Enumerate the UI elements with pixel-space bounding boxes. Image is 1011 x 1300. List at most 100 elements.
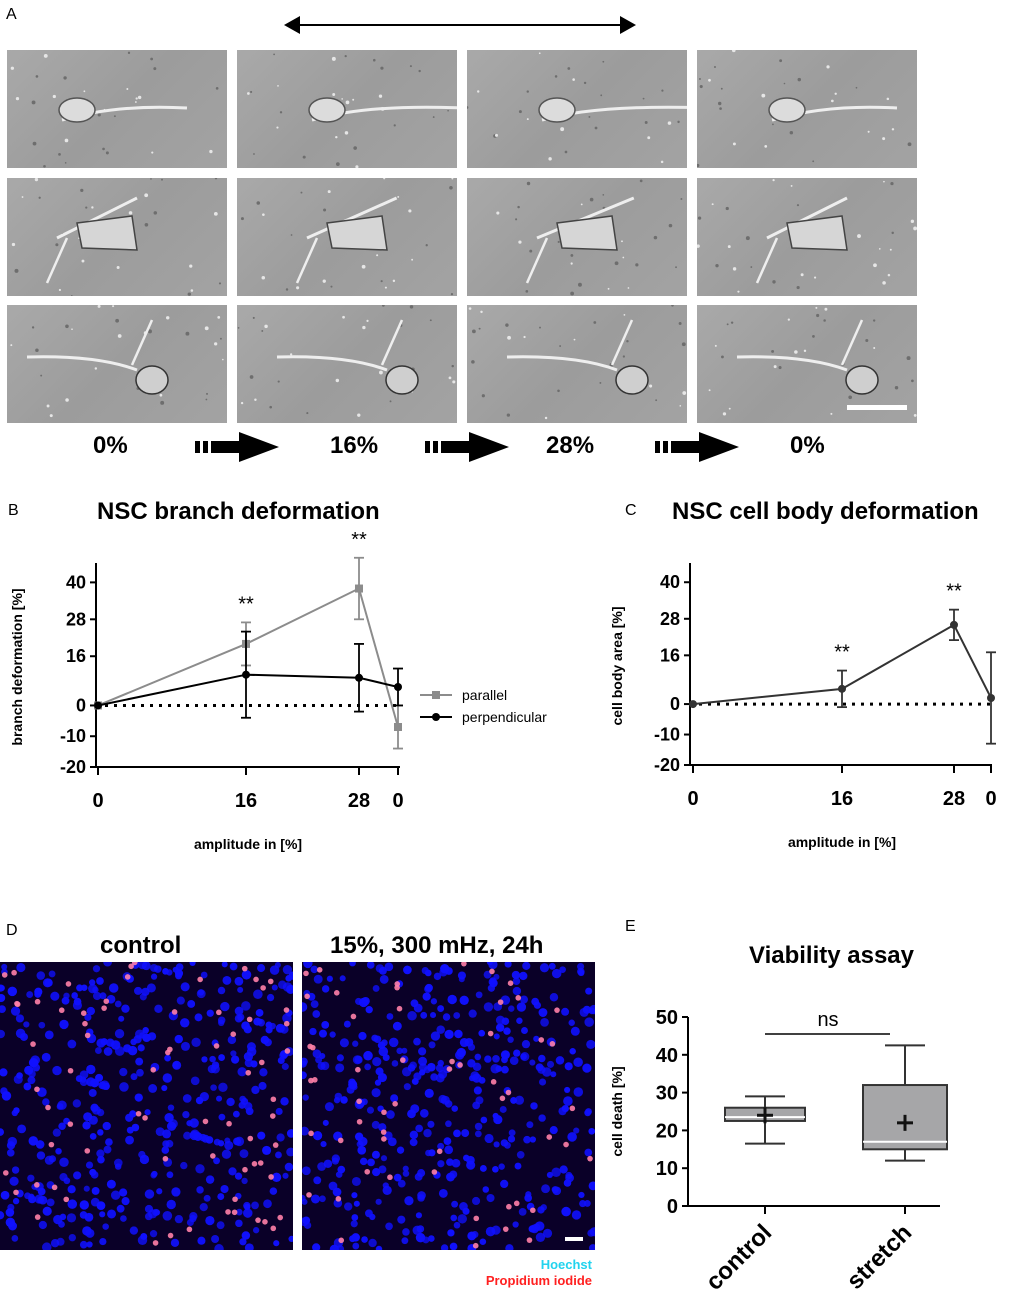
speckle <box>816 313 820 318</box>
speckle <box>409 65 412 68</box>
speckle <box>277 380 280 383</box>
speckle <box>572 78 575 81</box>
speckle <box>548 157 552 161</box>
speckle <box>261 330 264 332</box>
speckle <box>649 384 653 388</box>
speckle <box>642 97 645 100</box>
pi-positive-nucleus <box>270 1225 277 1232</box>
pi-positive-nucleus <box>186 1226 193 1233</box>
speckle <box>327 190 331 194</box>
nucleus <box>162 1073 173 1083</box>
speckle <box>252 316 255 319</box>
pi-positive-nucleus <box>84 1032 91 1039</box>
speckle <box>372 58 376 62</box>
pi-positive-nucleus <box>506 1203 512 1210</box>
nucleus <box>221 1149 232 1159</box>
speckle <box>126 88 129 90</box>
pi-positive-nucleus <box>51 1184 58 1191</box>
pi-positive-nucleus <box>284 1048 291 1054</box>
nucleus <box>263 1199 272 1209</box>
nucleus <box>427 1120 435 1128</box>
nucleus <box>50 991 60 1001</box>
speckle <box>668 223 673 228</box>
nucleus <box>42 1098 50 1106</box>
speckle <box>771 349 775 353</box>
nucleus <box>6 1149 15 1157</box>
nucleus <box>59 1157 69 1167</box>
nucleus <box>35 1140 45 1149</box>
nucleus <box>235 1208 243 1216</box>
nucleus <box>48 1155 57 1163</box>
pi-positive-nucleus <box>230 1031 237 1037</box>
speckle <box>494 133 498 137</box>
speckle <box>721 355 724 359</box>
nucleus <box>546 1060 555 1068</box>
nucleus <box>569 1047 576 1055</box>
speckle <box>389 400 392 403</box>
nucleus <box>415 1212 423 1219</box>
nucleus <box>438 1189 448 1198</box>
nucleus <box>417 1194 425 1202</box>
nucleus <box>420 1011 428 1019</box>
nucleus <box>0 1128 5 1136</box>
nucleus <box>252 1227 260 1234</box>
nucleus <box>232 1110 240 1118</box>
nucleus <box>447 994 457 1005</box>
nucleus <box>229 962 238 971</box>
pi-positive-nucleus <box>513 1200 520 1207</box>
nucleus <box>320 1141 327 1148</box>
nucleus <box>302 1217 309 1227</box>
pi-positive-nucleus <box>34 1086 40 1093</box>
nucleus <box>46 1198 55 1207</box>
nucleus <box>530 1102 538 1110</box>
nucleus <box>326 975 333 982</box>
nucleus <box>288 971 293 980</box>
nucleus <box>387 1137 397 1147</box>
nucleus <box>91 1186 100 1195</box>
nucleus <box>67 1185 76 1194</box>
speckle <box>91 206 94 209</box>
nucleus <box>551 1167 561 1177</box>
pi-positive-nucleus <box>260 985 266 991</box>
nucleus <box>351 1176 361 1186</box>
neurite <box>536 196 635 240</box>
nucleus <box>351 1214 359 1221</box>
amplitude-label-16: 16% <box>330 432 379 459</box>
speckle <box>911 379 914 383</box>
nucleus <box>525 1191 532 1198</box>
legend-label: parallel <box>462 687 507 703</box>
speckle <box>787 318 790 321</box>
nucleus <box>218 1113 226 1121</box>
speckle <box>262 213 265 216</box>
speckle <box>43 164 46 168</box>
nucleus <box>498 1163 505 1170</box>
neurite <box>295 237 319 284</box>
nucleus <box>57 1100 67 1110</box>
nucleus <box>213 1157 221 1165</box>
nucleus <box>507 1036 514 1043</box>
nucleus <box>512 977 521 985</box>
nucleus <box>114 1000 122 1008</box>
pi-positive-nucleus <box>142 1115 148 1121</box>
speckle <box>679 405 682 407</box>
nucleus <box>578 1191 585 1199</box>
speckle <box>335 162 340 166</box>
nucleus <box>121 1197 130 1206</box>
nucleus <box>480 1116 488 1124</box>
nucleus <box>240 1097 249 1106</box>
nucleus <box>66 1213 77 1223</box>
nucleus <box>99 1211 106 1218</box>
nucleus <box>309 1027 317 1036</box>
pi-positive-nucleus <box>307 1043 313 1050</box>
nucleus <box>507 1135 516 1143</box>
pi-positive-nucleus <box>457 1062 463 1068</box>
nucleus <box>409 1061 417 1070</box>
pi-positive-nucleus <box>350 1013 357 1020</box>
speckle <box>97 113 101 117</box>
pi-positive-nucleus <box>489 968 495 975</box>
nucleus <box>529 1059 536 1066</box>
speckle <box>150 178 152 180</box>
nucleus <box>522 962 531 970</box>
nucleus <box>529 1136 537 1143</box>
nucleus <box>114 1029 125 1039</box>
